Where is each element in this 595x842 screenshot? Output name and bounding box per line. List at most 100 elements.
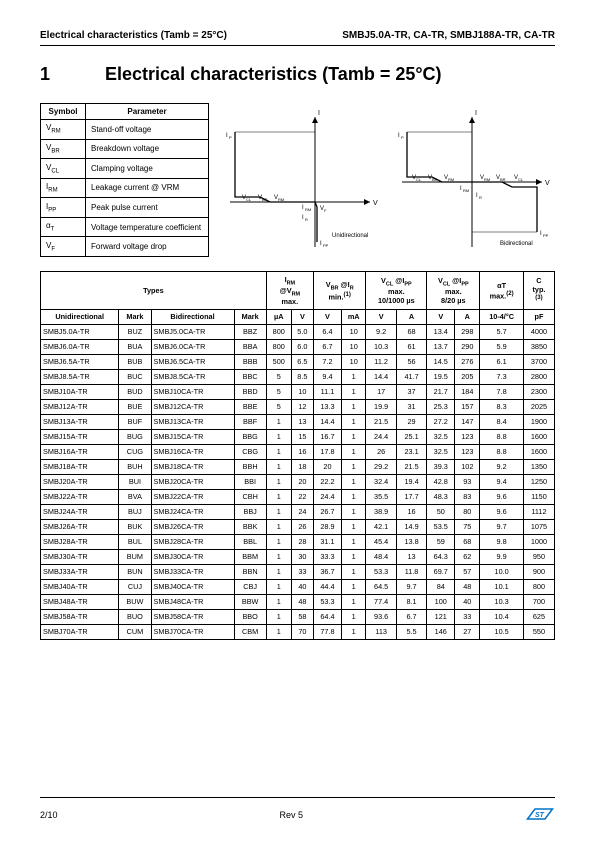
data-cell: 1 <box>341 429 365 444</box>
data-cell: 9.2 <box>480 459 524 474</box>
table-row: SMBJ6.0A-TRBUASMBJ6.0CA-TRBBA8006.06.710… <box>41 339 555 354</box>
data-cell: 23.1 <box>396 444 426 459</box>
svg-text:I: I <box>226 133 228 139</box>
group-header: VBR @IRmin.(1) <box>313 272 366 310</box>
data-cell: 30 <box>291 549 313 564</box>
data-cell: 84 <box>427 579 455 594</box>
data-cell: 31.1 <box>313 534 341 549</box>
data-cell: 29 <box>396 414 426 429</box>
table-row: SMBJ8.5A-TRBUCSMBJ8.5CA-TRBBC58.59.4114.… <box>41 369 555 384</box>
data-cell: 93.6 <box>366 609 396 624</box>
data-cell: SMBJ13A-TR <box>41 414 119 429</box>
data-cell: BBC <box>234 369 266 384</box>
data-cell: 44.4 <box>313 579 341 594</box>
data-cell: 25.1 <box>396 429 426 444</box>
data-cell: 3700 <box>523 354 554 369</box>
data-cell: SMBJ12A-TR <box>41 399 119 414</box>
group-header: αTmax.(2) <box>480 272 524 310</box>
data-cell: 123 <box>455 444 480 459</box>
data-cell: 56 <box>396 354 426 369</box>
footer-page: 2/10 <box>40 810 58 820</box>
data-cell: 1 <box>266 564 291 579</box>
group-header: VCL @IPPmax.8/20 µs <box>427 272 480 310</box>
data-cell: 900 <box>523 564 554 579</box>
data-cell: BUF <box>119 414 151 429</box>
data-cell: 20 <box>291 474 313 489</box>
data-cell: 8.1 <box>396 594 426 609</box>
data-cell: 10 <box>341 324 365 339</box>
data-cell: 38.9 <box>366 504 396 519</box>
data-cell: 33 <box>455 609 480 624</box>
data-cell: 13.4 <box>427 324 455 339</box>
data-cell: SMBJ26A-TR <box>41 519 119 534</box>
param-cell: Stand-off voltage <box>86 120 209 140</box>
data-cell: 1 <box>341 384 365 399</box>
data-cell: 1 <box>266 489 291 504</box>
data-cell: 700 <box>523 594 554 609</box>
data-cell: 10.3 <box>480 594 524 609</box>
sub-header: Bidirectional <box>151 309 234 324</box>
data-cell: 11.2 <box>366 354 396 369</box>
data-cell: 5 <box>266 384 291 399</box>
data-cell: 6.4 <box>313 324 341 339</box>
svg-text:BR: BR <box>432 177 438 182</box>
data-cell: CUJ <box>119 579 151 594</box>
data-cell: 1 <box>341 534 365 549</box>
data-cell: BUK <box>119 519 151 534</box>
data-cell: 1 <box>266 474 291 489</box>
svg-text:Bidirectional: Bidirectional <box>500 241 533 247</box>
data-cell: SMBJ33A-TR <box>41 564 119 579</box>
page-header: Electrical characteristics (Tamb = 25°C)… <box>40 30 555 46</box>
data-cell: 64.4 <box>313 609 341 624</box>
data-cell: 1 <box>266 579 291 594</box>
data-cell: 1 <box>341 369 365 384</box>
data-cell: SMBJ58A-TR <box>41 609 119 624</box>
data-cell: SMBJ28CA-TR <box>151 534 234 549</box>
data-cell: 550 <box>523 624 554 639</box>
data-cell: SMBJ20A-TR <box>41 474 119 489</box>
symbol-table: Symbol Parameter VRMStand-off voltageVBR… <box>40 103 209 257</box>
page-footer: 2/10 Rev 5 ST <box>40 797 555 826</box>
data-cell: 16.7 <box>313 429 341 444</box>
symbol-row: VBRBreakdown voltage <box>41 139 209 159</box>
data-cell: 21.7 <box>427 384 455 399</box>
data-cell: BBH <box>234 459 266 474</box>
svg-text:I: I <box>460 186 462 192</box>
data-cell: 93 <box>455 474 480 489</box>
data-cell: 7.3 <box>480 369 524 384</box>
data-cell: 10 <box>341 354 365 369</box>
data-cell: SMBJ6.0A-TR <box>41 339 119 354</box>
data-cell: 1600 <box>523 444 554 459</box>
data-cell: SMBJ6.5A-TR <box>41 354 119 369</box>
data-cell: 26 <box>366 444 396 459</box>
table-row: SMBJ5.0A-TRBUZSMBJ5.0CA-TRBBZ8005.06.410… <box>41 324 555 339</box>
data-cell: 290 <box>455 339 480 354</box>
svg-text:Unidirectional: Unidirectional <box>332 233 368 239</box>
data-cell: CBH <box>234 489 266 504</box>
data-cell: 184 <box>455 384 480 399</box>
data-cell: BBL <box>234 534 266 549</box>
data-cell: BUO <box>119 609 151 624</box>
data-cell: BUG <box>119 429 151 444</box>
data-cell: 100 <box>427 594 455 609</box>
sub-header: V <box>291 309 313 324</box>
data-cell: 13.7 <box>427 339 455 354</box>
data-cell: 950 <box>523 549 554 564</box>
data-cell: 13 <box>291 414 313 429</box>
data-cell: 12 <box>291 399 313 414</box>
svg-text:BR: BR <box>500 177 506 182</box>
svg-text:F: F <box>324 208 327 213</box>
symbol-cell: IPP <box>41 198 86 218</box>
data-cell: 40 <box>455 594 480 609</box>
data-cell: 9.4 <box>313 369 341 384</box>
symbol-row: αTVoltage temperature coefficient <box>41 217 209 237</box>
data-cell: 57 <box>455 564 480 579</box>
data-cell: 1 <box>266 414 291 429</box>
data-cell: BBN <box>234 564 266 579</box>
data-cell: 32.5 <box>427 429 455 444</box>
table-row: SMBJ33A-TRBUNSMBJ33CA-TRBBN13336.7153.31… <box>41 564 555 579</box>
sub-header: V <box>313 309 341 324</box>
data-cell: 2300 <box>523 384 554 399</box>
data-cell: 123 <box>455 429 480 444</box>
data-cell: 36.7 <box>313 564 341 579</box>
